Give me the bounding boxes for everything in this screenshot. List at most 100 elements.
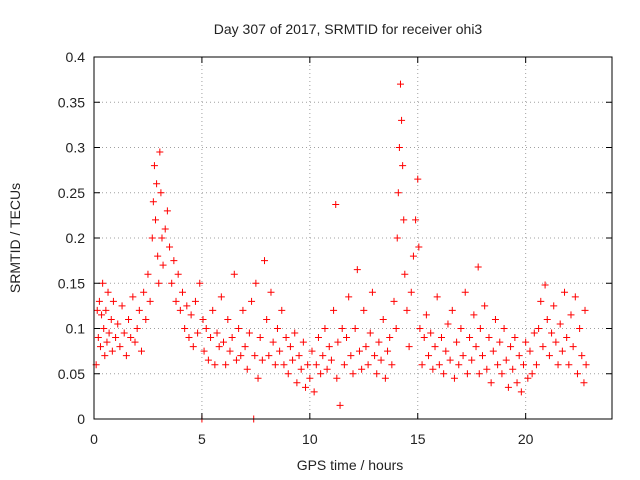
data-point	[109, 297, 117, 305]
y-tick-label: 0.3	[66, 140, 86, 156]
data-point	[156, 148, 164, 156]
data-point	[263, 315, 271, 323]
data-point	[545, 352, 553, 360]
x-axis-label: GPS time / hours	[297, 457, 404, 473]
data-point	[395, 144, 403, 151]
data-point	[333, 374, 341, 382]
data-point	[155, 279, 163, 287]
data-point	[107, 315, 115, 323]
data-point	[334, 338, 342, 346]
data-point	[415, 243, 423, 251]
data-point	[400, 216, 408, 224]
data-point	[414, 175, 422, 183]
data-point	[116, 343, 124, 351]
data-point	[217, 293, 225, 301]
data-point	[336, 401, 344, 409]
data-point	[440, 370, 448, 378]
data-point	[235, 325, 243, 332]
data-point	[371, 352, 379, 360]
data-point	[149, 198, 157, 206]
data-point	[228, 334, 236, 342]
data-point	[302, 383, 310, 391]
data-point	[431, 343, 439, 351]
data-point	[293, 379, 301, 387]
data-point	[543, 315, 551, 323]
y-axis-label: SRMTID / TECUs	[7, 183, 23, 293]
data-point	[273, 325, 281, 332]
data-point	[448, 306, 456, 314]
x-tick-label: 10	[302, 431, 318, 447]
data-point	[526, 347, 534, 355]
data-point	[194, 329, 202, 337]
data-point	[286, 343, 294, 351]
data-point	[204, 356, 212, 364]
data-point	[332, 201, 340, 209]
data-point	[491, 315, 499, 323]
data-point	[479, 352, 486, 360]
y-tick-label: 0.1	[66, 321, 86, 337]
data-point	[450, 374, 458, 382]
data-point	[265, 352, 273, 360]
data-point	[101, 352, 109, 360]
data-point	[189, 343, 197, 351]
data-point	[349, 370, 357, 378]
data-point	[103, 338, 111, 346]
data-point	[539, 343, 547, 351]
data-point	[435, 361, 443, 369]
data-point	[420, 334, 428, 342]
data-point	[252, 279, 260, 287]
data-point	[353, 266, 361, 274]
data-point	[418, 361, 426, 369]
data-point	[323, 365, 331, 373]
data-point	[532, 361, 540, 369]
data-point	[558, 347, 566, 355]
data-point	[317, 370, 325, 378]
data-point	[267, 288, 275, 296]
data-point	[122, 352, 130, 360]
data-point	[535, 325, 543, 332]
data-point	[199, 315, 207, 323]
data-point	[125, 315, 133, 323]
data-point	[220, 338, 227, 346]
data-point	[330, 306, 338, 314]
data-point	[152, 216, 160, 224]
data-point	[422, 311, 430, 319]
data-point	[248, 297, 256, 305]
data-point	[475, 370, 483, 378]
data-point	[98, 311, 106, 319]
data-point	[146, 297, 154, 305]
data-point	[444, 320, 452, 328]
data-point	[483, 365, 491, 373]
data-point	[427, 329, 435, 337]
data-point	[94, 334, 102, 342]
data-point	[580, 379, 588, 387]
data-point	[368, 288, 376, 296]
data-point	[133, 325, 141, 332]
y-tick-label: 0.4	[66, 49, 86, 65]
data-point	[472, 343, 480, 351]
y-tick-label: 0.05	[58, 366, 85, 382]
data-point	[308, 347, 316, 355]
data-point	[537, 297, 545, 305]
data-point	[407, 288, 415, 296]
data-point	[457, 325, 465, 332]
data-point	[576, 325, 584, 332]
data-point	[159, 261, 167, 269]
data-point	[524, 374, 532, 382]
data-point	[251, 352, 259, 360]
data-point	[312, 361, 320, 369]
data-point	[399, 162, 407, 170]
y-tick-label: 0.15	[58, 275, 85, 291]
data-point	[375, 338, 383, 346]
data-point	[112, 334, 120, 342]
data-point	[224, 315, 232, 323]
data-point	[442, 347, 450, 355]
data-point	[573, 370, 581, 378]
data-point	[170, 257, 178, 265]
data-point	[196, 279, 204, 287]
data-point	[466, 334, 474, 342]
data-point	[433, 293, 441, 301]
ticks-layer: 0 0.05 0.1 0.15 0.2 0.25 0.3 0.35 0.4 0 5 10 15 20	[58, 49, 612, 447]
data-point	[215, 343, 223, 351]
data-point	[582, 361, 590, 369]
